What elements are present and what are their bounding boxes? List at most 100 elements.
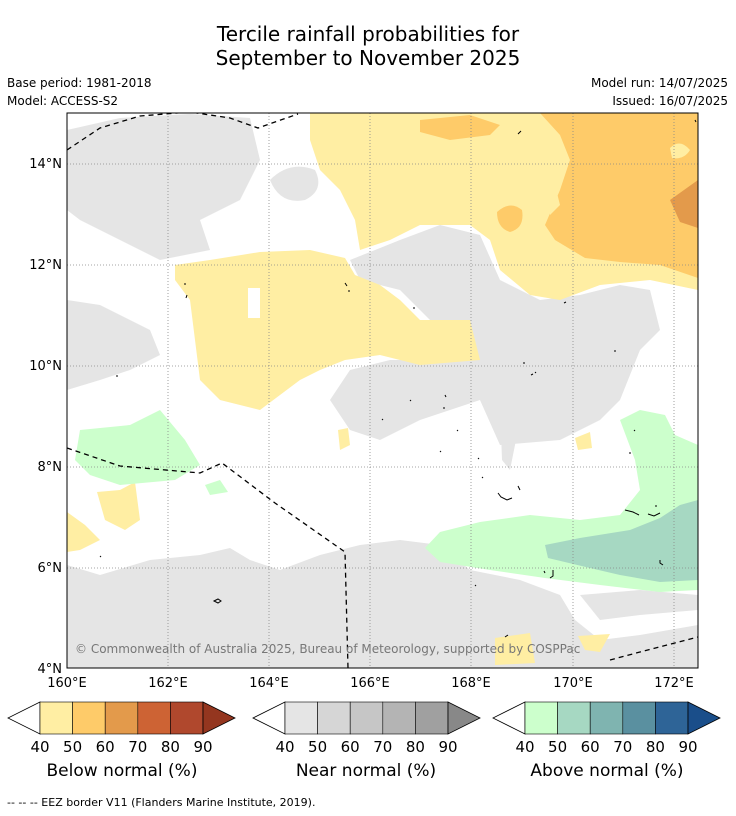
colorbar-below: 40 50 60 70 80 90	[7, 701, 236, 756]
colorbar-above-segment	[622, 701, 656, 735]
lat-label: 4°N	[38, 662, 63, 677]
lat-label: 8°N	[38, 460, 63, 475]
colorbar-near-tick: 80	[406, 738, 425, 756]
title-line-2: September to November 2025	[215, 46, 521, 70]
map-frame	[66, 112, 699, 669]
colorbar-near-segment	[284, 701, 318, 735]
issued-date: Issued: 16/07/2025	[612, 94, 728, 108]
below-region-dot-b	[575, 432, 592, 450]
near-region-east-stripe	[500, 400, 518, 470]
below-region-gap	[545, 185, 560, 215]
near-region-west	[67, 300, 160, 390]
near-region-nw	[67, 114, 260, 260]
colorbar-below-segment	[137, 701, 171, 735]
lat-label: 6°N	[38, 561, 63, 576]
colorbar-below-tick: 80	[161, 738, 180, 756]
colorbar-near-tick: 90	[438, 738, 457, 756]
colorbar-below-segment	[72, 701, 106, 735]
below60-region-east	[540, 113, 698, 278]
meta-left: Base period: 1981-2018 Model: ACCESS-S2	[7, 74, 152, 110]
colorbar-below-tick: 40	[30, 738, 49, 756]
near-region-central	[330, 225, 660, 445]
colorbar-near-segment	[382, 701, 416, 735]
colorbar-near-segment	[415, 701, 449, 735]
below-region-west-a	[97, 482, 140, 530]
colorbar-below-under-arrow	[7, 701, 41, 735]
below-region-west-b	[67, 512, 100, 552]
colorbar-above-segment	[655, 701, 689, 735]
copyright-text: © Commonwealth of Australia 2025, Bureau…	[75, 642, 580, 656]
lon-label: 168°E	[451, 676, 491, 691]
meta-right: Model run: 14/07/2025 Issued: 16/07/2025	[591, 74, 728, 110]
lat-label: 12°N	[29, 258, 62, 273]
below60-region-islet	[497, 205, 523, 232]
colorbar-below-tick: 50	[63, 738, 82, 756]
colorbar-title-below: Below normal (%)	[46, 761, 198, 781]
islands	[99, 119, 697, 638]
colorbar-below-tick: 70	[128, 738, 147, 756]
title-line-1: Tercile rainfall probabilities for	[216, 22, 520, 46]
colorbar-near-segment	[317, 701, 351, 735]
colorbar-below-over-arrow	[202, 701, 236, 735]
below-region-south-b	[578, 634, 610, 652]
colorbar-above-segment	[557, 701, 591, 735]
lat-axis: 14°N 12°N 10°N 8°N 6°N 4°N	[29, 157, 62, 677]
below-region-dot-a	[338, 428, 350, 450]
lon-axis: 160°E 162°E 164°E 166°E 168°E 170°E 172°…	[47, 676, 694, 691]
colorbar-below-segment	[170, 701, 204, 735]
map-area: © Commonwealth of Australia 2025, Bureau…	[67, 113, 698, 668]
below-region-gap-2	[670, 143, 690, 159]
eez-borders	[67, 113, 698, 668]
colorbar-above-over-arrow	[687, 701, 721, 735]
colorbar-near-tick: 60	[341, 738, 360, 756]
lon-label: 166°E	[350, 676, 390, 691]
model-run: Model run: 14/07/2025	[590, 76, 728, 90]
colorbar-above-segment	[589, 701, 624, 735]
colorbar-title-above: Above normal (%)	[530, 761, 684, 781]
colorbar-above-tick: 90	[678, 738, 697, 756]
eez-footnote: -- -- -- EEZ border V11 (Flanders Marine…	[7, 796, 316, 809]
colorbar-near-tick: 50	[308, 738, 327, 756]
lon-label: 170°E	[553, 676, 593, 691]
colorbar-above-tick: 70	[613, 738, 632, 756]
colorbar-above-tick: 40	[515, 738, 534, 756]
base-period: Base period: 1981-2018	[7, 76, 152, 90]
below-normal-60-regions	[420, 113, 698, 278]
lon-label: 172°E	[654, 676, 694, 691]
colorbar-above-under-arrow	[492, 701, 526, 735]
colorbar-near: 40 50 60 70 80 90	[252, 701, 481, 756]
below60-region-north	[420, 115, 500, 140]
colorbar-near-over-arrow	[447, 701, 481, 735]
colorbar-below-segment	[104, 701, 139, 735]
near-normal-regions	[67, 114, 698, 668]
near-region-islet	[270, 166, 319, 201]
colorbar-above-tick: 50	[548, 738, 567, 756]
near-region-se-top	[580, 590, 698, 620]
colorbars: 40 50 60 70 80 90 40 50 60 70 80 90 40 50 60 70 80 90	[7, 701, 721, 756]
above-region-west-dot	[205, 480, 228, 495]
lat-label: 10°N	[29, 359, 62, 374]
colorbar-above-tick: 80	[646, 738, 665, 756]
colorbar-title-near: Near normal (%)	[295, 761, 437, 781]
model-name: Model: ACCESS-S2	[7, 94, 119, 108]
colorbar-above-segment	[524, 701, 558, 735]
graticule	[67, 113, 698, 668]
colorbar-near-segment	[349, 701, 384, 735]
colorbar-near-tick: 40	[275, 738, 294, 756]
lon-label: 160°E	[47, 676, 87, 691]
colorbar-below-tick: 90	[193, 738, 212, 756]
above-region-west	[75, 410, 200, 485]
lon-label: 162°E	[148, 676, 188, 691]
colorbar-below-tick: 60	[96, 738, 115, 756]
colorbar-above: 40 50 60 70 80 90	[492, 701, 721, 756]
near-region-south	[67, 540, 698, 668]
colorbar-near-tick: 70	[373, 738, 392, 756]
below70-region	[670, 180, 698, 228]
colorbar-below-segment	[39, 701, 73, 735]
chart-title: Tercile rainfall probabilities for Septe…	[0, 22, 736, 70]
colorbar-near-under-arrow	[252, 701, 286, 735]
below-region-south-a	[495, 633, 535, 665]
colorbar-above-tick: 60	[581, 738, 600, 756]
below-region-hole	[248, 288, 260, 318]
